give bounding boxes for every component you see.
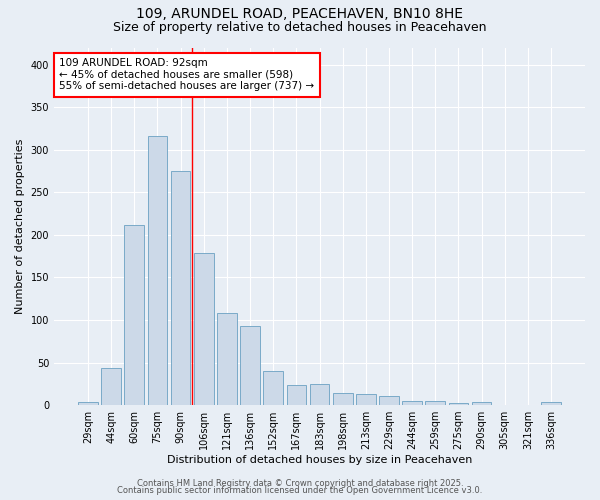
- Bar: [449, 402, 468, 405]
- Bar: [217, 313, 237, 405]
- Text: Size of property relative to detached houses in Peacehaven: Size of property relative to detached ho…: [113, 21, 487, 34]
- Bar: [425, 401, 445, 405]
- Text: 109, ARUNDEL ROAD, PEACEHAVEN, BN10 8HE: 109, ARUNDEL ROAD, PEACEHAVEN, BN10 8HE: [137, 8, 464, 22]
- Text: Contains HM Land Registry data © Crown copyright and database right 2025.: Contains HM Land Registry data © Crown c…: [137, 478, 463, 488]
- X-axis label: Distribution of detached houses by size in Peacehaven: Distribution of detached houses by size …: [167, 455, 472, 465]
- Bar: [263, 371, 283, 405]
- Bar: [194, 252, 214, 405]
- Bar: [541, 402, 561, 405]
- Bar: [356, 394, 376, 405]
- Bar: [310, 384, 329, 405]
- Bar: [333, 393, 353, 405]
- Bar: [472, 402, 491, 405]
- Bar: [101, 368, 121, 405]
- Bar: [124, 226, 144, 405]
- Bar: [78, 402, 98, 405]
- Text: 109 ARUNDEL ROAD: 92sqm
← 45% of detached houses are smaller (598)
55% of semi-d: 109 ARUNDEL ROAD: 92sqm ← 45% of detache…: [59, 58, 314, 92]
- Text: Contains public sector information licensed under the Open Government Licence v3: Contains public sector information licen…: [118, 486, 482, 495]
- Bar: [240, 326, 260, 405]
- Bar: [379, 396, 399, 405]
- Bar: [171, 171, 190, 405]
- Bar: [148, 136, 167, 405]
- Y-axis label: Number of detached properties: Number of detached properties: [15, 138, 25, 314]
- Bar: [287, 384, 306, 405]
- Bar: [402, 401, 422, 405]
